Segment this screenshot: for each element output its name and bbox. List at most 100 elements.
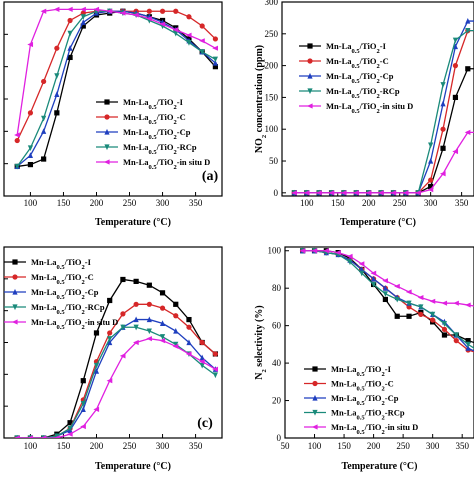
legend-label: Mn-La0.5/TiO2-C — [326, 56, 389, 70]
legend-label: Mn-La0.5/TiO2-Cp — [123, 127, 191, 141]
legend-marker — [312, 380, 318, 387]
data-point — [41, 128, 47, 134]
data-point — [53, 6, 60, 12]
data-point — [80, 378, 86, 384]
legend-label: Mn-La0.5/TiO2-I — [326, 41, 387, 55]
data-point — [405, 289, 412, 295]
x-tick-label: 250 — [123, 198, 137, 208]
series-line — [17, 278, 216, 438]
data-point — [382, 296, 389, 303]
legend-label: Mn-La0.5/TiO2-RCp — [331, 408, 405, 422]
legend-label: Mn-La0.5/TiO2-I — [123, 97, 184, 111]
data-point — [417, 294, 424, 301]
x-tick-label: 350 — [189, 441, 203, 451]
legend-marker — [11, 319, 18, 325]
data-point — [41, 156, 47, 162]
data-point — [27, 145, 34, 152]
data-point — [53, 435, 60, 438]
data-point — [441, 300, 448, 306]
legend-label: Mn-La0.5/TiO2-C — [31, 272, 94, 286]
data-point — [133, 324, 139, 331]
data-point — [212, 372, 218, 379]
data-point — [173, 30, 179, 37]
series-line — [17, 338, 216, 438]
data-point — [54, 45, 60, 51]
x-tick-label: 300 — [156, 198, 170, 208]
y-tick-label: 20 — [272, 396, 282, 406]
x-axis-label: Temperature (°C) — [342, 461, 418, 472]
legend-marker — [312, 394, 318, 401]
series-line — [294, 131, 474, 194]
data-point — [365, 190, 372, 196]
data-point — [67, 425, 73, 432]
plot-frame — [281, 1, 474, 197]
legend-label: Mn-La0.5/TiO2-RCp — [123, 142, 197, 156]
legend-label: Mn-La0.5/TiO2-I — [331, 364, 392, 378]
data-point — [440, 145, 446, 151]
legend-marker — [104, 144, 110, 151]
data-point — [133, 339, 139, 346]
data-point — [54, 110, 60, 116]
x-tick-label: 150 — [337, 441, 351, 451]
x-axis-label: Temperature (°C) — [95, 461, 171, 472]
legend-label: Mn-La0.5/TiO2-RCp — [326, 86, 400, 100]
series-line — [302, 250, 474, 349]
series-line — [302, 250, 474, 352]
data-point — [453, 332, 459, 339]
data-point — [159, 305, 166, 311]
data-point — [311, 248, 318, 254]
panel-yield: 100 150 200 250 300 350 Temperature (°C) (c) Mn-… — [3, 246, 223, 472]
legend-label: Mn-La0.5/TiO2-I — [31, 257, 92, 271]
data-point — [359, 270, 365, 277]
data-point — [441, 321, 448, 327]
data-point — [120, 276, 126, 283]
y-axis-label: N2 selectivity (%) — [254, 305, 268, 379]
data-point — [370, 281, 377, 288]
data-point — [80, 406, 86, 412]
data-point — [119, 10, 126, 16]
data-point — [54, 433, 60, 438]
legend-marker — [12, 288, 18, 295]
data-point — [80, 6, 86, 12]
series-line — [294, 29, 474, 194]
panel-label: (c) — [197, 416, 213, 431]
data-point — [347, 259, 353, 266]
panel-n2-selectivity: 50 100 150 200 250 300 350 0 20 40 60 80 100 Temperat… — [254, 246, 474, 472]
series-line — [17, 326, 216, 438]
y-tick-label: 100 — [265, 124, 279, 134]
data-point — [93, 368, 100, 374]
data-point — [14, 132, 20, 138]
y-tick-label: 0 — [277, 433, 282, 443]
data-point — [93, 406, 100, 412]
data-point — [27, 41, 34, 48]
data-point — [428, 142, 434, 149]
data-point — [464, 302, 471, 308]
data-point — [119, 353, 126, 359]
legend-marker — [104, 128, 110, 135]
data-point — [186, 339, 192, 346]
data-point — [173, 313, 179, 319]
x-tick-label: 150 — [331, 198, 345, 208]
data-point — [406, 300, 412, 307]
legend-marker — [307, 72, 313, 79]
x-tick-label: 200 — [90, 198, 104, 208]
y-tick-label: 60 — [272, 321, 282, 331]
legend-marker — [104, 114, 110, 120]
data-point — [186, 40, 192, 46]
legend-marker — [12, 259, 18, 265]
data-point — [173, 341, 179, 348]
data-point — [212, 351, 218, 357]
data-point — [439, 171, 446, 177]
y-tick-label: 250 — [265, 29, 279, 39]
y-tick-label: 80 — [272, 283, 282, 293]
data-point — [93, 6, 100, 12]
data-point — [212, 366, 218, 372]
data-point — [80, 23, 86, 29]
data-point — [80, 19, 86, 25]
data-point — [328, 190, 335, 196]
data-point — [27, 110, 34, 116]
data-point — [346, 253, 353, 259]
data-point — [185, 32, 192, 38]
